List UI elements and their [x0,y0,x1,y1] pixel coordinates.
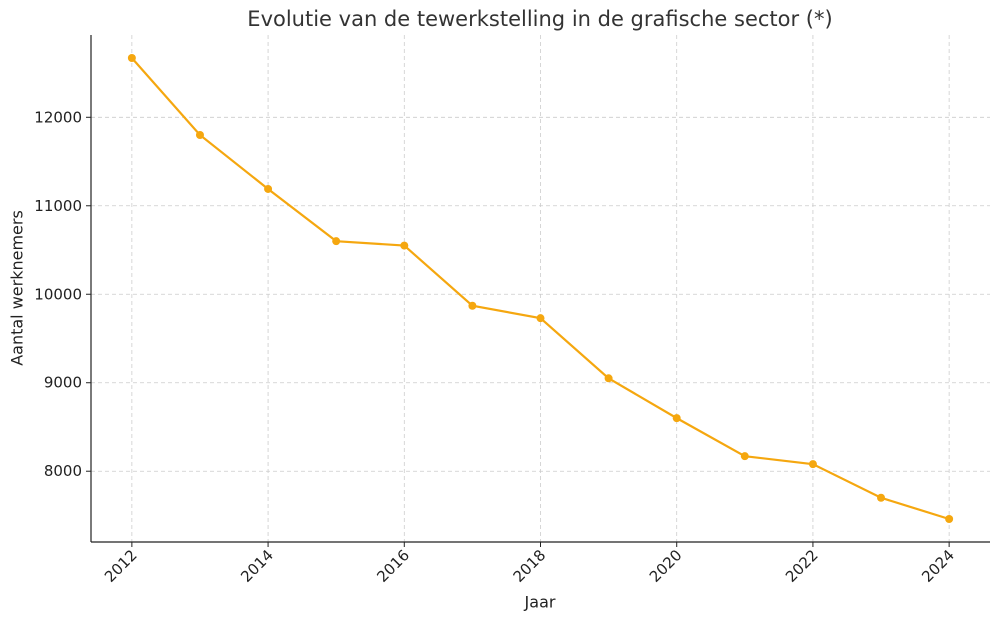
chart-title: Evolutie van de tewerkstelling in de gra… [247,7,832,31]
y-tick-label: 9000 [44,374,82,392]
point [127,54,136,63]
point [264,184,273,193]
y-tick-label: 8000 [44,462,82,480]
point [808,460,817,469]
y-tick-label: 10000 [34,285,82,303]
x-axis-label: Jaar [524,593,556,612]
point [195,130,204,139]
y-tick-label: 12000 [34,108,82,126]
y-axis-label: Aantal werknemers [8,210,27,366]
point [945,514,954,523]
x-tick-label: 2022 [782,546,822,586]
x-tick-label: 2020 [646,546,686,586]
point [400,241,409,250]
x-tick-label: 2012 [101,546,141,586]
point [536,314,545,323]
point [740,452,749,461]
point [468,301,477,310]
point [604,374,613,383]
point [332,237,341,246]
point [672,414,681,423]
y-tick-label: 11000 [34,197,82,215]
x-tick-label: 2016 [373,546,413,586]
x-tick-label: 2018 [510,546,550,586]
point [877,493,886,502]
x-tick-label: 2014 [237,546,277,586]
x-tick-label: 2024 [918,546,958,586]
